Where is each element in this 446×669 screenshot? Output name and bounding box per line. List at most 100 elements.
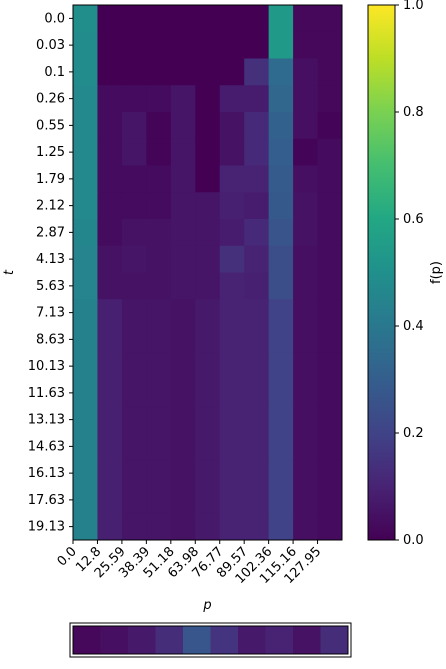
- heatmap-cell: [293, 459, 319, 487]
- heatmap-cell: [317, 379, 343, 407]
- heatmap-cell: [268, 299, 294, 327]
- heatmap-cell: [170, 326, 196, 354]
- heatmap-cell: [73, 192, 98, 220]
- heatmap-cell: [317, 85, 343, 113]
- heatmap-cell: [293, 165, 319, 193]
- heatmap-cell: [317, 165, 343, 193]
- heatmap-cell: [170, 31, 196, 59]
- heatmap-cell: [268, 513, 294, 541]
- heatmap-cell: [195, 272, 221, 300]
- heatmap-cell: [268, 486, 294, 514]
- heatmap-cell: [219, 192, 245, 220]
- heatmap-cell: [219, 326, 245, 354]
- heatmap-cell: [268, 245, 294, 273]
- heatmap-cell: [244, 406, 270, 434]
- heatmap-cell: [121, 192, 147, 220]
- strip-cell: [320, 626, 349, 654]
- heatmap-cell: [146, 326, 172, 354]
- heatmap-cell: [195, 219, 221, 247]
- heatmap-cell: [317, 406, 343, 434]
- heatmap-cell: [121, 326, 147, 354]
- heatmap-cell: [170, 245, 196, 273]
- heatmap-cell: [195, 513, 221, 541]
- heatmap-cell: [121, 85, 147, 113]
- heatmap-cell: [268, 459, 294, 487]
- heatmap-cell: [317, 513, 343, 541]
- heatmap-cell: [268, 31, 294, 59]
- heatmap-cell: [97, 272, 123, 300]
- heatmap-cell: [97, 379, 123, 407]
- heatmap-cell: [219, 245, 245, 273]
- heatmap-cell: [97, 138, 123, 166]
- heatmap-cell: [121, 513, 147, 541]
- heatmap-cell: [317, 138, 343, 166]
- heatmap-cell: [293, 112, 319, 140]
- y-tick-label: 16.13: [28, 466, 65, 481]
- heatmap-cell: [170, 192, 196, 220]
- heatmap-cell: [97, 513, 123, 541]
- heatmap-cell: [317, 352, 343, 380]
- heatmap-cell: [244, 326, 270, 354]
- heatmap-cell: [244, 379, 270, 407]
- strip-cell: [293, 626, 321, 654]
- heatmap-cell: [244, 352, 270, 380]
- heatmap-cell: [73, 326, 98, 354]
- heatmap-cell: [317, 245, 343, 273]
- y-tick-label: 8.63: [36, 332, 65, 347]
- heatmap-cell: [293, 299, 319, 327]
- heatmap-cell: [121, 5, 147, 33]
- y-tick-label: 0.03: [36, 38, 65, 53]
- heatmap-cell: [268, 352, 294, 380]
- strip-cell: [210, 626, 239, 654]
- heatmap-cell: [219, 433, 245, 461]
- plot-frame: [72, 4, 343, 541]
- heatmap-cell: [244, 272, 270, 300]
- y-tick-label: 1.25: [36, 145, 65, 160]
- heatmap-cell: [219, 138, 245, 166]
- heatmap-cell: [219, 219, 245, 247]
- colorbar-tick-label: 0.0: [403, 533, 424, 548]
- heatmap-cell: [73, 299, 98, 327]
- heatmap-cell: [146, 406, 172, 434]
- heatmap-cell: [244, 433, 270, 461]
- heatmap-cell: [293, 486, 319, 514]
- heatmap-cell: [170, 299, 196, 327]
- heatmap-cell: [97, 459, 123, 487]
- colorbar-tick-label: 0.8: [403, 105, 424, 120]
- colorbar-tick-label: 0.4: [403, 319, 424, 334]
- y-tick-label: 0.1: [44, 65, 65, 80]
- heatmap-cell: [244, 192, 270, 220]
- heatmap-cell: [121, 138, 147, 166]
- strip-cell: [265, 626, 294, 654]
- strip-inner-frame: [72, 625, 349, 655]
- bottom-strip: [72, 625, 349, 655]
- heatmap-cell: [219, 486, 245, 514]
- heatmap-cell: [146, 379, 172, 407]
- heatmap-cell: [146, 138, 172, 166]
- colorbar-tick-label: 0.2: [403, 426, 424, 441]
- colorbar-label: f(p): [429, 261, 444, 284]
- heatmap-cell: [195, 352, 221, 380]
- colorbar: [367, 4, 396, 541]
- strip-cell: [238, 626, 266, 654]
- heatmap-cell: [293, 58, 319, 86]
- heatmap-cell: [293, 219, 319, 247]
- y-tick-label: 17.63: [28, 493, 65, 508]
- heatmap-cell: [121, 58, 147, 86]
- heatmap-cell: [170, 112, 196, 140]
- heatmap-cell: [97, 112, 123, 140]
- heatmap-cell: [170, 379, 196, 407]
- heatmap-cell: [73, 245, 98, 273]
- strip-cell: [73, 626, 101, 654]
- heatmap-cell: [73, 379, 98, 407]
- heatmap-cell: [97, 85, 123, 113]
- heatmap-cell: [73, 406, 98, 434]
- strip-cell: [128, 626, 156, 654]
- heatmap-cell: [293, 406, 319, 434]
- heatmap-cell: [146, 31, 172, 59]
- heatmap-cell: [317, 5, 343, 33]
- heatmap-cell: [73, 85, 98, 113]
- heatmap-cell: [219, 299, 245, 327]
- heatmap-cell: [170, 352, 196, 380]
